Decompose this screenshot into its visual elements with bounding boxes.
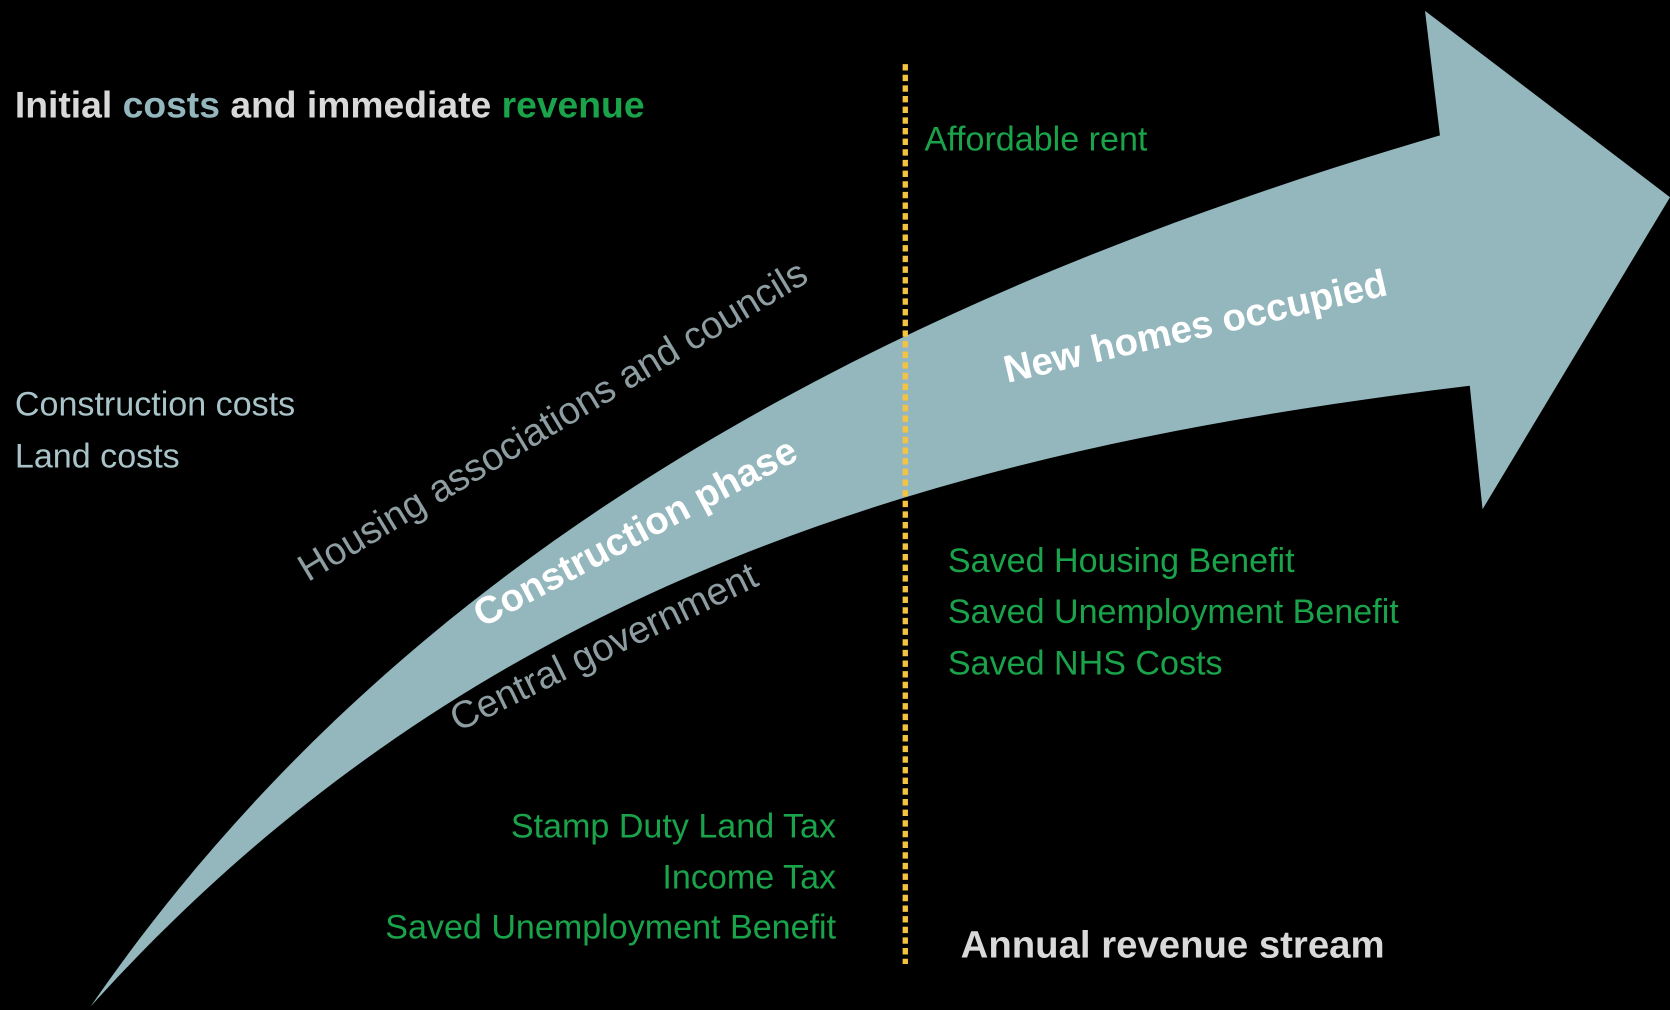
annual-footer: Annual revenue stream [961, 924, 1385, 967]
revenue-item: Stamp Duty Land Tax [511, 807, 836, 845]
arrow [90, 10, 1670, 1007]
cost-item: Land costs [15, 438, 180, 476]
title-part: Initial [15, 83, 112, 125]
title-part: and immediate [230, 83, 491, 125]
revenue-item: Saved Unemployment Benefit [385, 908, 836, 946]
revenue-item: Income Tax [662, 858, 836, 896]
cost-item: Construction costs [15, 386, 295, 424]
title: Initial costs and immediate revenue [15, 83, 645, 125]
annual-item: Saved Housing Benefit [948, 542, 1295, 580]
title-part: costs [123, 83, 220, 125]
annual-item: Saved NHS Costs [948, 644, 1223, 682]
annual-item: Saved Unemployment Benefit [948, 593, 1399, 631]
title-part: revenue [502, 83, 645, 125]
annual-item: Affordable rent [924, 120, 1147, 158]
